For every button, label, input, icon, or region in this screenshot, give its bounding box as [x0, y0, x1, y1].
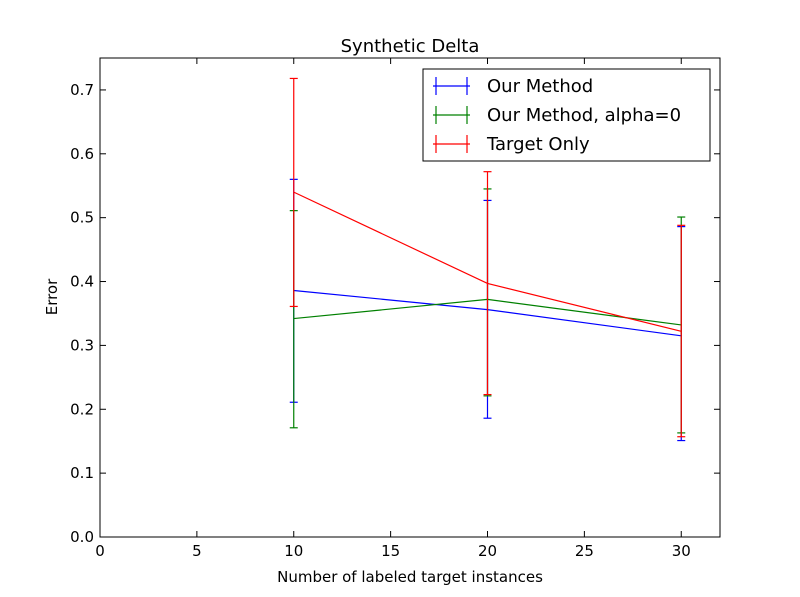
y-tick-label: 0.5 [70, 209, 94, 227]
x-tick-label: 5 [192, 542, 202, 560]
y-tick-label: 0.2 [70, 400, 94, 418]
legend-box [422, 68, 711, 162]
x-tick-label: 25 [575, 542, 594, 560]
legend-item: Our Method [433, 76, 593, 97]
x-tick-label: 30 [672, 542, 691, 560]
legend-label: Our Method [487, 76, 593, 97]
y-axis-label: Error [43, 278, 61, 315]
y-tick-label: 0.6 [70, 145, 94, 163]
y-tick-label: 0.0 [70, 528, 94, 546]
x-axis-label: Number of labeled target instances [277, 568, 543, 586]
chart-title: Synthetic Delta [341, 36, 480, 57]
data-marks [289, 77, 686, 442]
legend-label: Our Method, alpha=0 [487, 105, 681, 126]
plot-frame [99, 57, 721, 538]
axis-ticks: 0 5 10 15 20 25 30 0.0 0.1 0.2 0.3 0.4 0.5 0.6 0.7 [70, 58, 720, 560]
y-tick-label: 0.3 [70, 336, 94, 354]
legend-label: Target Only [486, 134, 590, 155]
legend-item: Our Method, alpha=0 [433, 105, 681, 126]
legend-item: Target Only [433, 134, 590, 155]
series-2 [289, 77, 686, 438]
x-tick-label: 20 [478, 542, 497, 560]
legend: Our Method Our Method, alpha=0 Target Only [422, 68, 711, 162]
x-tick-label: 0 [95, 542, 105, 560]
y-tick-label: 0.1 [70, 464, 94, 482]
y-tick-label: 0.4 [70, 273, 94, 291]
x-tick-label: 10 [284, 542, 303, 560]
y-tick-label: 0.7 [70, 81, 94, 99]
x-tick-label: 15 [381, 542, 400, 560]
